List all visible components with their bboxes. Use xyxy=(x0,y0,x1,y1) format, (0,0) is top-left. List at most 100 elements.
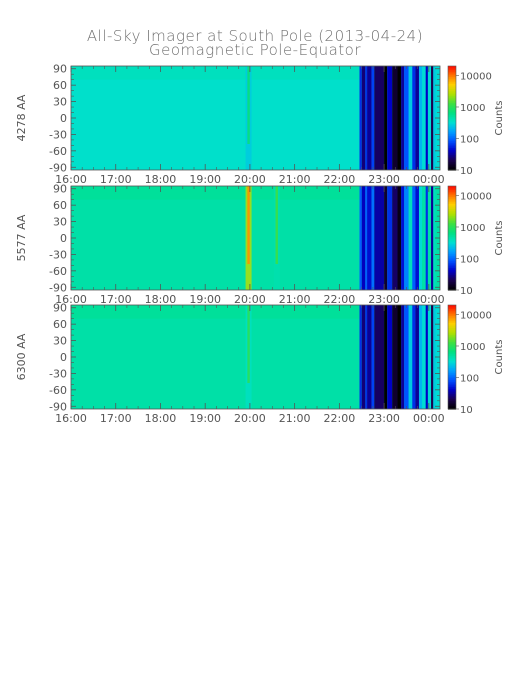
colorbar-frame xyxy=(447,185,457,291)
y-tick-label: 0 xyxy=(60,112,67,125)
colorbar-cell xyxy=(448,67,456,71)
colorbar-cell xyxy=(448,81,456,84)
heatmap-dark-segment xyxy=(392,66,398,170)
colorbar-cell xyxy=(448,133,456,136)
heatmap-dark-segment xyxy=(412,66,416,170)
y-tick-label: -30 xyxy=(49,248,67,261)
heatmap-dark-segment xyxy=(408,66,413,170)
colorbar-cell xyxy=(448,253,456,256)
colorbar-cell xyxy=(448,189,456,192)
colorbar-cell xyxy=(448,194,456,197)
colorbar-cell xyxy=(448,206,456,210)
colorbar-cell xyxy=(448,137,456,140)
colorbar-cell xyxy=(448,118,456,121)
x-tick-label: 17:00 xyxy=(100,173,132,186)
colorbar-cell xyxy=(448,277,456,281)
colorbar-cell xyxy=(448,124,456,128)
colorbar-cell xyxy=(448,104,456,107)
colorbar-cell xyxy=(448,76,456,79)
y-tick-label: 90 xyxy=(53,302,67,315)
heatmap-dark-segment xyxy=(433,66,436,170)
heatmap-dark-segment xyxy=(422,305,426,409)
colorbar-cell xyxy=(448,114,456,117)
heatmap-dark-segment xyxy=(415,66,419,170)
colorbar-cell xyxy=(448,157,456,161)
colorbar-cell xyxy=(448,208,456,211)
colorbar-cell xyxy=(448,339,456,342)
colorbar-cell xyxy=(448,265,456,269)
colorbar-cell xyxy=(448,276,456,279)
colorbar-cell xyxy=(448,332,456,336)
colorbar-cell xyxy=(448,238,456,241)
colorbar-cell xyxy=(448,210,456,213)
colorbar-cell xyxy=(448,78,456,81)
heatmap-dark-segment xyxy=(367,305,372,409)
heatmap-dark-segment xyxy=(387,305,393,409)
colorbar-cell xyxy=(448,350,456,353)
heatmap-dark-segment xyxy=(433,305,436,409)
y-tick-label: 30 xyxy=(53,96,67,109)
colorbar-cell xyxy=(448,224,456,227)
colorbar-cell xyxy=(448,241,456,244)
colorbar-cell xyxy=(448,389,456,393)
colorbar-cell xyxy=(448,310,456,313)
colorbar-cell xyxy=(448,205,456,208)
heatmap-dark-segment xyxy=(365,66,368,170)
colorbar-cell xyxy=(448,168,456,171)
colorbar-cell xyxy=(448,215,456,218)
colorbar-cell xyxy=(448,201,456,204)
colorbar-tick-label: 100 xyxy=(460,134,479,145)
colorbar-cell xyxy=(448,222,456,225)
colorbar-cell xyxy=(448,351,456,355)
heatmap-dark-segment xyxy=(431,305,434,409)
heatmap-dark-segment xyxy=(422,186,426,290)
heatmap-dark-segment xyxy=(359,305,362,409)
y-tick-label: -60 xyxy=(49,145,67,158)
heatmap-dark-segment xyxy=(412,186,416,290)
y-tick-label: 30 xyxy=(53,335,67,348)
colorbar-cell xyxy=(448,269,456,272)
heatmap-dark-segment xyxy=(397,186,402,290)
colorbar-cell xyxy=(448,145,456,149)
heatmap-dark-segment xyxy=(431,66,434,170)
heatmap-dark-segment xyxy=(361,66,366,170)
heatmap-dark-segment xyxy=(422,66,426,170)
colorbar-cell xyxy=(448,360,456,363)
colorbar-cell xyxy=(448,147,456,150)
colorbar-cell xyxy=(448,405,456,408)
colorbar-cell xyxy=(448,381,456,384)
auroral-arc-core xyxy=(275,186,278,264)
colorbar-cell xyxy=(448,317,456,320)
heatmap-dark-segment xyxy=(392,305,398,409)
heatmap-dark-segment xyxy=(427,305,432,409)
x-tick-label: 21:00 xyxy=(279,173,311,186)
colorbar-cell xyxy=(448,396,456,400)
colorbar-cell xyxy=(448,395,456,398)
colorbar-tick-label: 10000 xyxy=(460,191,492,202)
colorbar-cell xyxy=(448,203,456,206)
y-tick-label: 60 xyxy=(53,199,67,212)
colorbar-cell xyxy=(448,232,456,236)
colorbar-cell xyxy=(448,365,456,368)
colorbar-cell xyxy=(448,311,456,315)
y-tick-label: -60 xyxy=(49,384,67,397)
heatmap-dark-segment xyxy=(387,66,393,170)
heatmap-dark-segment xyxy=(404,186,409,290)
y-tick-label: 90 xyxy=(53,63,67,76)
x-tick-label: 16:00 xyxy=(55,412,87,425)
colorbar-cell xyxy=(448,246,456,249)
y-tick-label: 90 xyxy=(53,183,67,196)
colorbar-label: Counts xyxy=(494,340,505,375)
colorbar-cell xyxy=(448,198,456,201)
colorbar-cell xyxy=(448,88,456,91)
colorbar-cell xyxy=(448,357,456,360)
colorbar-cell xyxy=(448,150,456,154)
colorbar-cell xyxy=(448,72,456,76)
x-tick-label: 23:00 xyxy=(368,412,400,425)
heatmap-dark-segment xyxy=(374,66,385,170)
heatmap-dark-segment xyxy=(408,186,413,290)
x-tick-label: 22:00 xyxy=(324,412,356,425)
y-tick-label: -60 xyxy=(49,265,67,278)
colorbar-cell xyxy=(448,186,456,189)
